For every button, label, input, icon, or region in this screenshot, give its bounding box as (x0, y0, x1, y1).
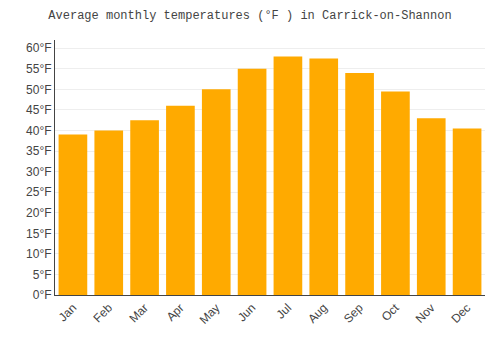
svg-text:Jan: Jan (56, 301, 80, 325)
svg-text:Average monthly temperatures (: Average monthly temperatures (°F ) in Ca… (48, 9, 451, 23)
svg-text:15°F: 15°F (26, 227, 51, 241)
svg-text:Apr: Apr (164, 301, 187, 324)
svg-text:45°F: 45°F (26, 103, 51, 117)
svg-text:Sep: Sep (341, 301, 366, 326)
svg-text:Mar: Mar (126, 301, 151, 326)
svg-text:20°F: 20°F (26, 206, 51, 220)
svg-text:50°F: 50°F (26, 83, 51, 97)
svg-text:May: May (197, 301, 223, 327)
svg-text:5°F: 5°F (33, 268, 52, 282)
svg-text:0°F: 0°F (33, 288, 52, 302)
svg-text:Jul: Jul (274, 301, 295, 322)
svg-text:Jun: Jun (235, 301, 259, 325)
svg-text:Aug: Aug (305, 301, 330, 326)
svg-text:25°F: 25°F (26, 185, 51, 199)
svg-text:Dec: Dec (448, 301, 473, 326)
svg-text:10°F: 10°F (26, 247, 51, 261)
svg-text:55°F: 55°F (26, 62, 51, 76)
svg-text:60°F: 60°F (26, 41, 51, 55)
svg-text:30°F: 30°F (26, 165, 51, 179)
svg-text:Feb: Feb (91, 301, 116, 326)
svg-text:Oct: Oct (379, 300, 403, 324)
svg-text:35°F: 35°F (26, 144, 51, 158)
svg-text:40°F: 40°F (26, 124, 51, 138)
svg-text:Nov: Nov (413, 301, 438, 326)
